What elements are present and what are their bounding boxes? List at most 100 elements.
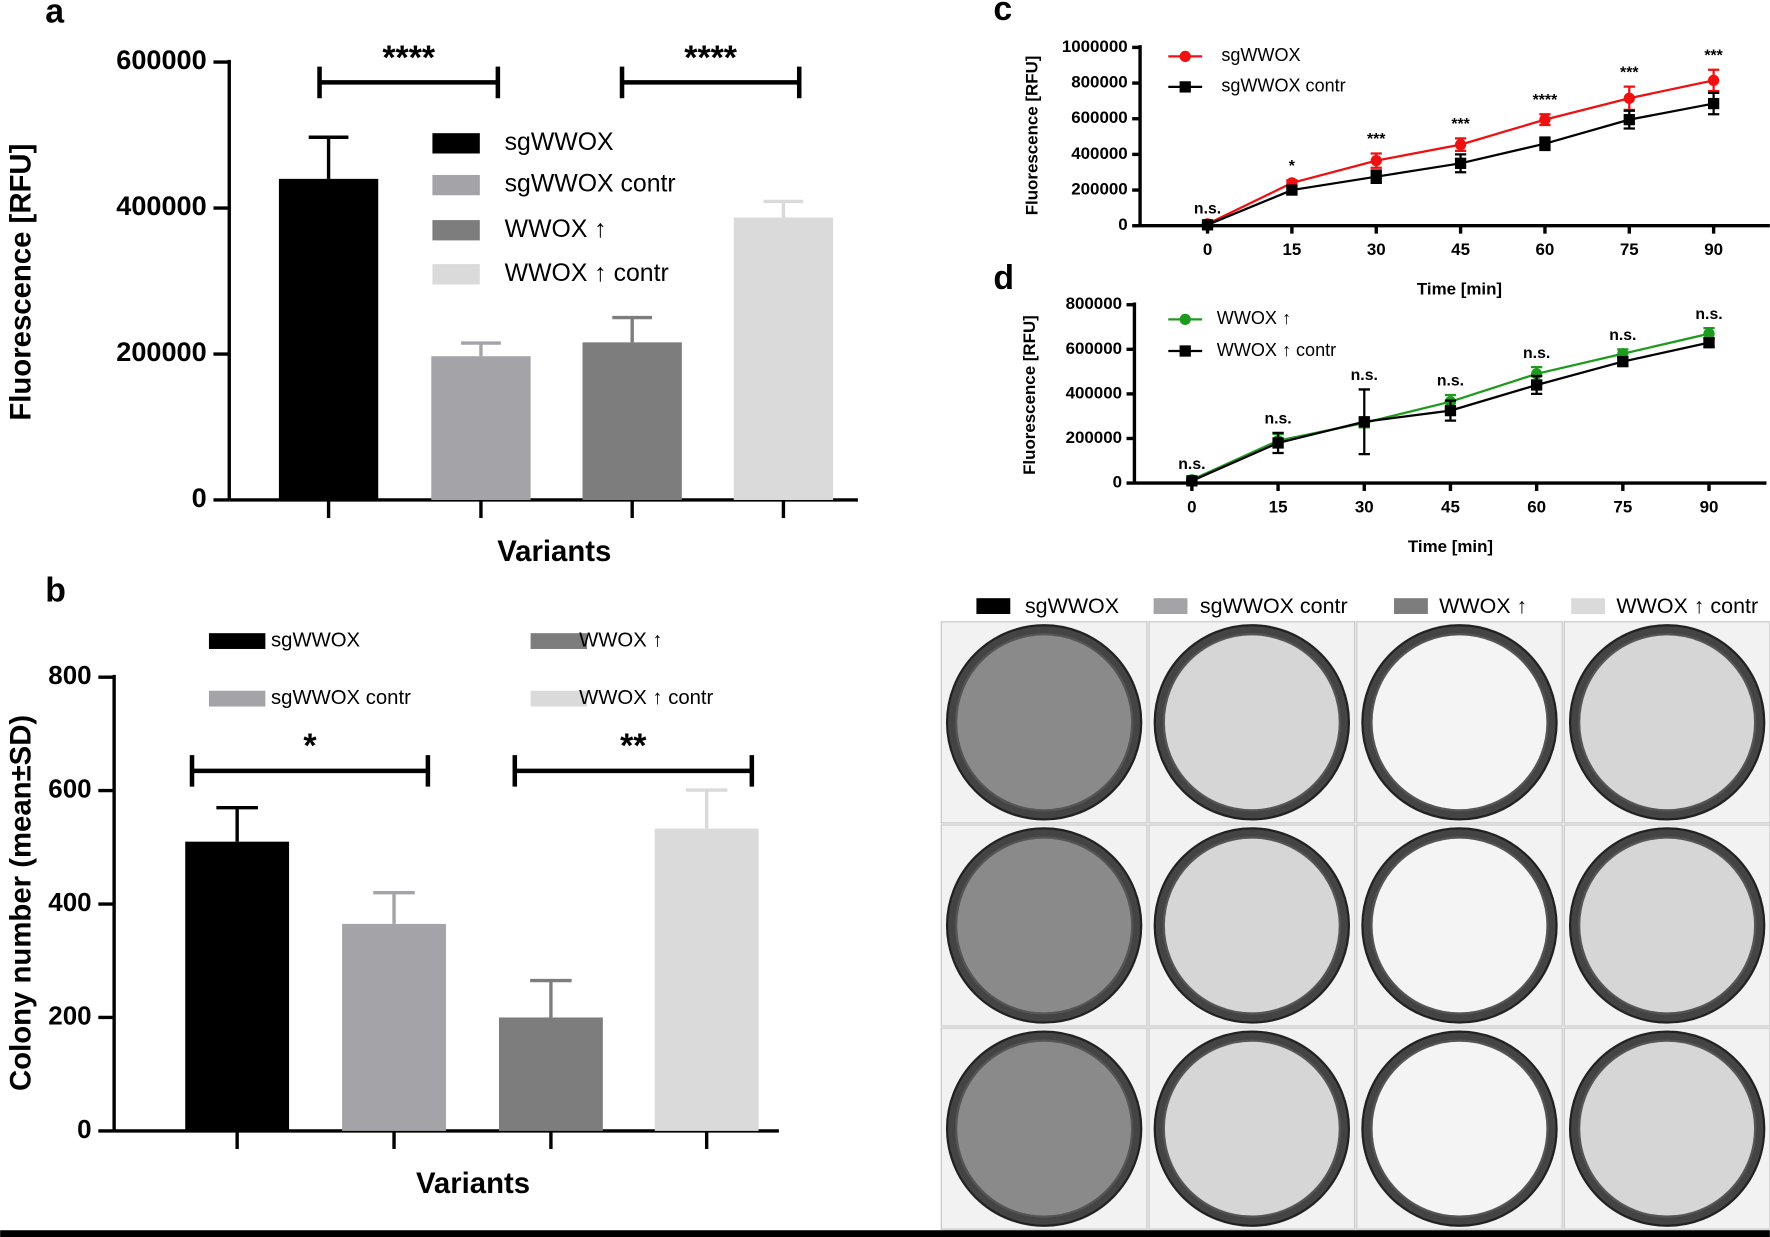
legend-marker (1179, 50, 1191, 63)
x-tick-label: 90 (1704, 240, 1723, 259)
x-axis-label: Variants (497, 535, 611, 568)
legend-label: sgWWOX contr (271, 687, 411, 709)
bar (733, 217, 834, 500)
significance-label: *** (1620, 64, 1639, 81)
y-tick-label: 800000 (1071, 73, 1127, 92)
error-bar (530, 978, 572, 1018)
legend-marker (1179, 81, 1191, 93)
y-tick-label: 0 (1118, 215, 1127, 234)
x-tick-label: 45 (1441, 497, 1460, 516)
significance-label: *** (1704, 47, 1723, 64)
x-tick-label: 15 (1282, 240, 1301, 259)
significance-label: n.s. (1695, 306, 1722, 323)
legend-label: WWOX ↑ (1439, 594, 1527, 618)
plate-well (1577, 1039, 1757, 1218)
y-tick-label: 200000 (116, 336, 206, 367)
panel-label: a (45, 0, 65, 30)
point (1703, 336, 1715, 349)
plate-well (1577, 836, 1757, 1015)
legend-swatch (1571, 598, 1606, 614)
significance-label: **** (382, 39, 436, 77)
x-tick-label: 0 (1187, 497, 1196, 516)
significance-label: **** (1533, 92, 1558, 109)
bar (582, 342, 682, 500)
point (1454, 138, 1467, 151)
significance-label: * (303, 727, 317, 765)
legend-label: WWOX ↑ contr (1616, 594, 1758, 618)
y-tick-label: 400 (48, 889, 91, 917)
series-line (1207, 79, 1714, 225)
legend-swatch (530, 690, 588, 707)
legend-swatch (432, 133, 480, 154)
point (1370, 171, 1382, 183)
significance-bracket (512, 755, 755, 787)
legend-swatch (530, 633, 588, 649)
y-tick-label: 400000 (1066, 383, 1122, 402)
point (1370, 154, 1382, 167)
error-bar (308, 135, 349, 179)
legend-label: WWOX ↑ contr (505, 260, 669, 287)
error-bar (612, 315, 653, 343)
legend-swatch (976, 598, 1011, 614)
y-tick-label: 600000 (116, 44, 206, 75)
plate-well (1162, 1039, 1341, 1218)
y-tick-label: 1000000 (1062, 37, 1128, 56)
error-bar (216, 805, 258, 842)
legend-swatch (1394, 598, 1428, 614)
legend-label: sgWWOX (1025, 594, 1119, 618)
legend-label: sgWWOX contr (1221, 76, 1345, 96)
x-tick-label: 60 (1527, 497, 1546, 516)
point (1703, 328, 1715, 340)
plate-well (954, 836, 1134, 1015)
y-tick-label: 600 (48, 775, 91, 803)
point (1707, 74, 1720, 87)
x-tick-label: 45 (1451, 240, 1470, 259)
significance-bracket (317, 66, 501, 99)
x-tick-label: 75 (1613, 497, 1632, 516)
bar (278, 178, 379, 500)
significance-label: n.s. (1523, 345, 1550, 362)
legend-label: sgWWOX contr (1200, 594, 1348, 618)
error-bar (763, 199, 804, 218)
legend-label: WWOX ↑ (1217, 308, 1291, 328)
legend-swatch (208, 690, 266, 707)
bar (654, 828, 759, 1131)
error-bar (373, 891, 415, 924)
point (1623, 92, 1635, 104)
y-tick-label: 0 (77, 1116, 91, 1144)
y-tick-label: 800000 (1066, 294, 1122, 313)
point (1707, 97, 1720, 110)
significance-label: * (1289, 158, 1296, 175)
point (1617, 355, 1629, 368)
bar (342, 923, 446, 1131)
point (1444, 404, 1457, 417)
x-tick-label: 30 (1367, 240, 1386, 259)
legend-swatch (208, 633, 266, 649)
significance-label: n.s. (1609, 327, 1636, 344)
x-tick-label: 30 (1355, 497, 1374, 516)
x-tick-label: 90 (1700, 497, 1719, 516)
plate-well (1162, 633, 1341, 812)
bottom-rule (0, 1230, 1770, 1237)
significance-label: n.s. (1351, 367, 1378, 384)
error-bar (685, 788, 728, 829)
legend-label: WWOX ↑ (579, 629, 662, 651)
y-tick-label: 600000 (1071, 108, 1127, 127)
significance-label: n.s. (1437, 373, 1464, 390)
significance-label: n.s. (1264, 411, 1291, 428)
point (1530, 379, 1543, 391)
y-tick-label: 400000 (1071, 144, 1127, 163)
plate-well (1577, 633, 1757, 812)
x-axis-label: Variants (416, 1167, 530, 1200)
legend-label: sgWWOX (505, 129, 614, 156)
legend-swatch (432, 174, 480, 196)
x-tick-label: 75 (1620, 240, 1639, 259)
significance-label: **** (684, 39, 738, 77)
point (1358, 416, 1370, 428)
plate-well (1370, 836, 1549, 1015)
legend-label: sgWWOX (271, 629, 361, 651)
point (1454, 157, 1467, 169)
point (1272, 437, 1284, 449)
